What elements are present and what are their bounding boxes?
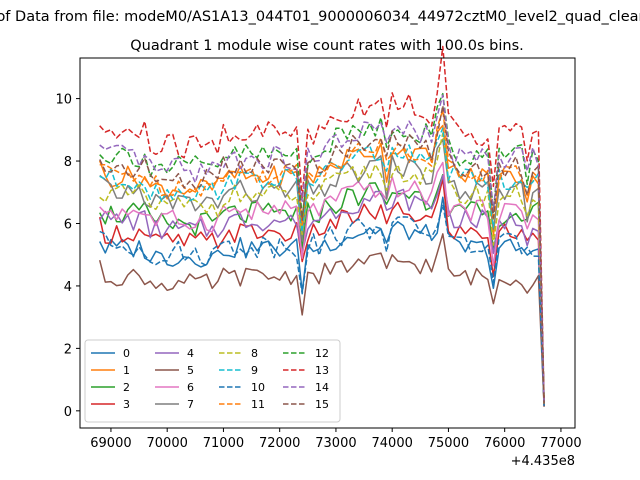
axes-layer: 69000 70000 71000 72000 73000 74000 75000 76000… [55,93,581,451]
series-line-10 [99,203,545,406]
legend-label-1: 1 [123,364,130,377]
x-tick-label: 76000 [484,436,525,451]
legend-label-6: 6 [187,381,194,394]
series-line-6 [99,161,545,405]
plot-border [79,57,576,429]
legend-label-10: 10 [251,381,265,394]
series-layer [98,45,545,407]
series-line-7 [99,138,545,405]
legend-label-11: 11 [251,398,265,411]
y-tick-label: 6 [64,217,72,232]
x-offset-label: +4.435e8 [511,454,575,469]
y-tick-label: 2 [64,342,72,357]
y-tick-label: 0 [64,405,72,420]
legend-label-12: 12 [315,347,329,360]
legend-label-7: 7 [187,398,194,411]
legend-label-2: 2 [123,381,130,394]
x-tick-label: 70000 [147,436,188,451]
x-tick-label: 72000 [259,436,300,451]
series-line-13 [99,45,545,403]
series-line-15 [99,104,545,404]
x-tick-label: 77000 [540,436,581,451]
series-line-5 [98,233,545,407]
legend-label-4: 4 [187,347,194,360]
legend-label-13: 13 [315,364,329,377]
figure-suptitle: Plot of Data from file: modeM0/AS1A13_04… [0,9,640,25]
y-tick-label: 10 [55,93,72,108]
legend-label-14: 14 [315,381,329,394]
legend-label-0: 0 [123,347,130,360]
series-line-14 [99,94,545,404]
legend-frame [84,339,341,423]
legend-label-15: 15 [315,398,329,411]
series-line-8 [99,132,545,405]
series-line-3 [98,178,545,406]
axes-title: Quadrant 1 module wise count rates with … [130,38,524,54]
legend-label-8: 8 [251,347,258,360]
series-line-2 [99,174,545,405]
y-tick-label: 8 [64,155,72,170]
x-tick-label: 74000 [372,436,413,451]
legend-label-3: 3 [123,398,130,411]
x-tick-label: 71000 [203,436,244,451]
x-tick-label: 75000 [428,436,469,451]
legend-label-5: 5 [187,364,194,377]
y-tick-label: 4 [64,280,72,295]
legend-label-9: 9 [251,364,258,377]
x-tick-label: 69000 [90,436,131,451]
x-tick-label: 73000 [315,436,356,451]
